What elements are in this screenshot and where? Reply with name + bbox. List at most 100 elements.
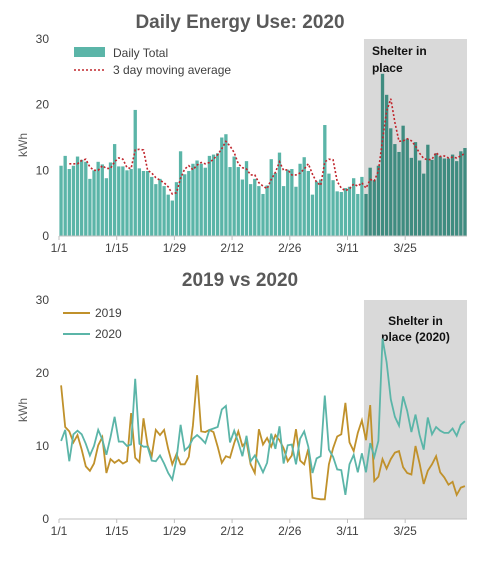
chart1-bar-day-97 [455,161,459,236]
chart1-bar-day-53 [273,172,278,236]
chart2-legend: 2019 2020 [63,306,122,341]
c2-x-tick-label: 1/29 [163,524,187,538]
chart2-shelter-label-line2: place (2020) [381,330,450,344]
chart1-bar-day-58 [294,186,298,236]
chart1-legend-moving-average: 3 day moving average [113,63,231,77]
chart1-bar-day-30 [178,151,183,236]
chart1-bar-day-90 [426,144,430,236]
c2-y-tick-label: 0 [42,512,49,526]
chart1-bar-day-5 [75,156,80,236]
chart1-bar-day-43 [232,156,236,236]
chart1-bar-day-80 [384,94,389,236]
chart1-bar-day-48 [253,178,257,236]
c2-x-tick-label: 1/1 [51,524,68,538]
chart1-bar-day-27 [166,194,170,236]
chart1-bar-day-71 [347,186,352,236]
chart1-legend-swatch-daily-total [74,47,105,57]
chart1-bar-day-11 [100,164,104,236]
chart1-bar-day-46 [244,161,249,236]
chart1-bar-day-66 [327,173,331,236]
c1-y-tick-label: 30 [36,32,50,46]
chart1-bar-day-35 [199,163,203,236]
chart1-bar-day-1 [59,165,63,236]
chart1-bar-day-18 [129,169,133,236]
c2-y-tick-label: 20 [36,366,50,380]
chart1-bar-day-63 [314,181,319,236]
chart1-bar-day-49 [257,186,261,236]
chart2-y-axis-label: kWh [16,398,30,422]
chart1-bar-day-47 [248,184,253,236]
chart1-bar-day-12 [104,178,109,236]
chart2-legend-2019: 2019 [95,306,122,320]
c2-x-tick-label: 3/25 [394,524,418,538]
c1-x-tick-label: 1/29 [163,241,187,255]
chart1-bar-day-76 [368,167,372,236]
chart1-bars [59,73,467,236]
chart1-bar-day-32 [187,170,191,236]
chart1-bar-day-20 [137,168,142,236]
c2-x-tick-label: 3/11 [336,524,359,538]
chart1-bar-day-87 [413,142,418,236]
c2-y-tick-label: 10 [36,439,50,453]
chart1-bar-day-88 [417,160,422,236]
chart1-bar-day-8 [88,178,92,236]
chart1-bar-day-86 [409,157,414,236]
chart1-bar-day-99 [463,148,467,236]
chart2-shelter-shade [363,300,467,519]
c2-x-tick-label: 2/26 [278,524,302,538]
c2-y-tick-label: 30 [36,293,50,307]
chart1-bar-day-68 [335,191,339,236]
chart1-bar-day-56 [286,169,290,236]
chart1-bar-day-57 [290,169,294,236]
chart1-bar-day-59 [298,163,302,236]
chart1-bar-day-67 [331,180,335,236]
chart1-bar-day-21 [141,170,146,236]
chart1-bar-day-22 [145,170,150,236]
chart1-bar-day-31 [183,174,187,236]
chart1-bar-day-52 [269,159,273,236]
chart1-bar-day-75 [364,193,368,236]
chart1-bar-day-83 [397,151,401,236]
chart1-bar-day-6 [80,159,84,236]
c1-x-tick-label: 3/25 [394,241,418,255]
chart1-bar-day-73 [356,193,360,236]
chart1-bar-day-39 [216,153,220,236]
chart1-bar-day-10 [96,161,100,236]
chart1-bar-day-19 [133,109,137,236]
chart1-bar-day-38 [211,154,216,236]
chart1-bar-day-94 [442,158,446,236]
chart1-bar-day-14 [112,144,117,236]
chart1-bar-day-15 [117,166,121,236]
chart1-bar-day-40 [220,137,224,236]
chart1-bar-day-60 [302,157,306,236]
chart1-moving-average-line [69,98,466,195]
chart1-bar-day-16 [121,166,125,236]
chart2-title: 2019 vs 2020 [182,270,298,291]
chart1-bar-day-85 [405,138,409,236]
chart1-legend: Daily Total 3 day moving average [74,46,231,77]
chart1-bar-day-72 [352,178,356,236]
chart1-bar-day-50 [261,193,265,236]
chart1-bar-day-54 [277,152,282,236]
chart1-bar-day-74 [360,176,364,236]
c1-x-tick-label: 2/12 [220,241,244,255]
chart1-title: Daily Energy Use: 2020 [135,12,344,33]
chart1-y-axis-label: kWh [16,133,30,157]
chart1-bar-day-36 [203,167,207,236]
c1-x-tick-label: 2/26 [278,241,302,255]
chart2: 2019 vs 2020 Shelter in place (2020) 0 10… [16,270,467,538]
chart1-x-ticks: 1/1 1/15 1/29 2/12 2/26 3/11 3/25 [51,236,418,255]
c1-x-tick-label: 3/11 [336,241,359,255]
c1-y-tick-label: 20 [36,98,50,112]
c1-y-tick-label: 0 [42,229,49,243]
c2-x-tick-label: 2/12 [220,524,244,538]
chart1-bar-day-77 [372,180,376,236]
chart1-bar-day-65 [323,125,327,236]
chart1-y-ticks: 0 10 20 30 [36,32,50,243]
chart1-bar-day-69 [339,192,343,236]
chart1-bar-day-28 [170,200,174,236]
chart1-bar-day-95 [446,158,451,236]
chart1-bar-day-23 [150,176,154,236]
chart1-bar-day-26 [162,186,166,236]
chart2-y-ticks: 0 10 20 30 [36,293,50,526]
